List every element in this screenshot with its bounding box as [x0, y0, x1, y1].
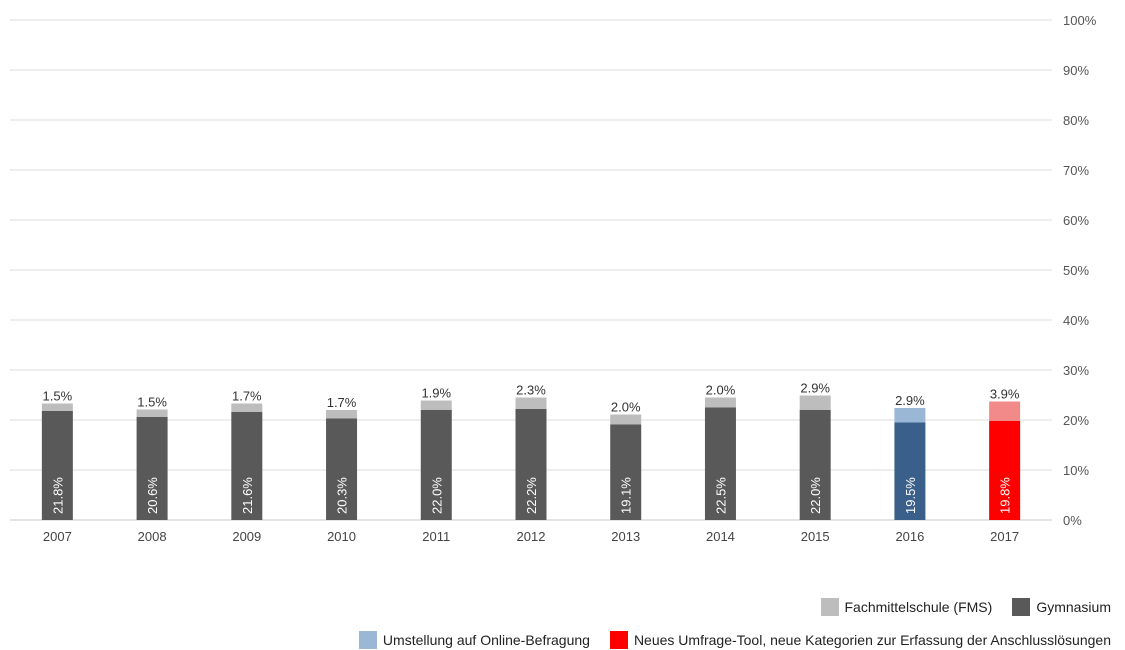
legend-label-fms: Fachmittelschule (FMS) [844, 599, 993, 615]
data-label-fms: 2.3% [516, 383, 546, 398]
y-tick-label: 100% [1063, 13, 1097, 28]
bar-gymnasium [894, 422, 926, 520]
data-label-gymnasium: 20.3% [335, 477, 350, 514]
bar-fms [231, 403, 263, 412]
data-label-fms: 1.5% [43, 389, 73, 404]
y-tick-label: 40% [1063, 313, 1089, 328]
data-label-gymnasium: 20.6% [145, 477, 160, 514]
x-tick-label: 2009 [232, 529, 261, 544]
x-tick-label: 2008 [138, 529, 167, 544]
legend-swatch-new-tool [609, 631, 628, 649]
bar-fms [704, 397, 736, 408]
x-tick-label: 2010 [327, 529, 356, 544]
data-label-fms: 1.9% [421, 386, 451, 401]
bar-fms [41, 403, 73, 411]
data-label-gymnasium: 22.0% [808, 477, 823, 514]
x-tick-label: 2014 [706, 529, 735, 544]
bar-fms [515, 397, 547, 409]
legend-label-gymnasium: Gymnasium [1036, 599, 1111, 615]
legend-item-online[interactable]: Umstellung auf Online-Befragung [358, 631, 590, 649]
bar-gymnasium [704, 407, 736, 520]
bar-gymnasium [515, 409, 547, 520]
y-tick-label: 10% [1063, 463, 1089, 478]
bar-gymnasium [420, 410, 452, 520]
bar-fms [420, 400, 452, 410]
data-label-gymnasium: 22.2% [524, 477, 539, 514]
data-label-fms: 1.5% [137, 395, 167, 410]
data-label-fms: 1.7% [327, 395, 357, 410]
bar-fms [799, 395, 831, 410]
data-label-fms: 3.9% [990, 387, 1020, 402]
data-label-gymnasium: 22.0% [429, 477, 444, 514]
bar-gymnasium [136, 417, 168, 520]
x-tick-label: 2013 [611, 529, 640, 544]
y-tick-label: 60% [1063, 213, 1089, 228]
bar-fms [326, 410, 358, 419]
legend-label-online: Umstellung auf Online-Befragung [382, 632, 590, 648]
bar-gymnasium [610, 424, 642, 520]
y-tick-label: 90% [1063, 63, 1089, 78]
x-tick-label: 2011 [422, 529, 450, 544]
bar-fms [610, 414, 642, 425]
data-label-fms: 2.0% [611, 400, 641, 415]
x-tick-label: 2007 [43, 529, 72, 544]
legend-item-new-tool[interactable]: Neues Umfrage-Tool, neue Kategorien zur … [609, 631, 1111, 649]
x-tick-label: 2012 [517, 529, 546, 544]
data-label-gymnasium: 21.8% [50, 477, 65, 514]
bar-fms [989, 401, 1021, 421]
bar-gymnasium [231, 412, 263, 520]
data-label-fms: 2.9% [800, 381, 830, 396]
legend-swatch-gymnasium [1012, 598, 1031, 616]
legend-item-fms[interactable]: Fachmittelschule (FMS) [820, 598, 993, 616]
y-tick-label: 0% [1063, 513, 1082, 528]
y-tick-label: 30% [1063, 363, 1089, 378]
legend-swatch-fms [820, 598, 839, 616]
data-label-gymnasium: 19.8% [998, 477, 1013, 514]
stacked-bar-chart: 0% 10% 20% 30% 40% 50% 60% 70% 80% 90% 100% 21.8% 1.… [10, 13, 1097, 544]
y-tick-label: 80% [1063, 113, 1089, 128]
data-label-gymnasium: 19.1% [619, 477, 634, 514]
x-tick-label: 2015 [801, 529, 830, 544]
y-tick-label: 70% [1063, 163, 1089, 178]
legend-notes: Umstellung auf Online-Befragung Neues Um… [358, 631, 1111, 649]
x-tick-label: 2016 [895, 529, 924, 544]
data-label-fms: 1.7% [232, 389, 262, 404]
data-label-gymnasium: 19.5% [903, 477, 918, 514]
legend-series: Fachmittelschule (FMS) Gymnasium [820, 598, 1111, 616]
bar-gymnasium [326, 418, 358, 520]
bar-fms [136, 409, 168, 417]
data-label-fms: 2.9% [895, 393, 925, 408]
legend-item-gymnasium[interactable]: Gymnasium [1012, 598, 1111, 616]
legend-swatch-online [358, 631, 377, 649]
y-tick-label: 50% [1063, 263, 1089, 278]
x-tick-label: 2017 [990, 529, 1019, 544]
data-label-gymnasium: 22.5% [713, 477, 728, 514]
bar-gymnasium [41, 411, 73, 520]
bar-gymnasium [989, 421, 1021, 520]
data-label-fms: 2.0% [706, 383, 736, 398]
data-label-gymnasium: 21.6% [240, 477, 255, 514]
bar-gymnasium [799, 410, 831, 520]
legend-label-new-tool: Neues Umfrage-Tool, neue Kategorien zur … [633, 632, 1111, 648]
y-tick-label: 20% [1063, 413, 1089, 428]
bar-fms [894, 408, 926, 423]
